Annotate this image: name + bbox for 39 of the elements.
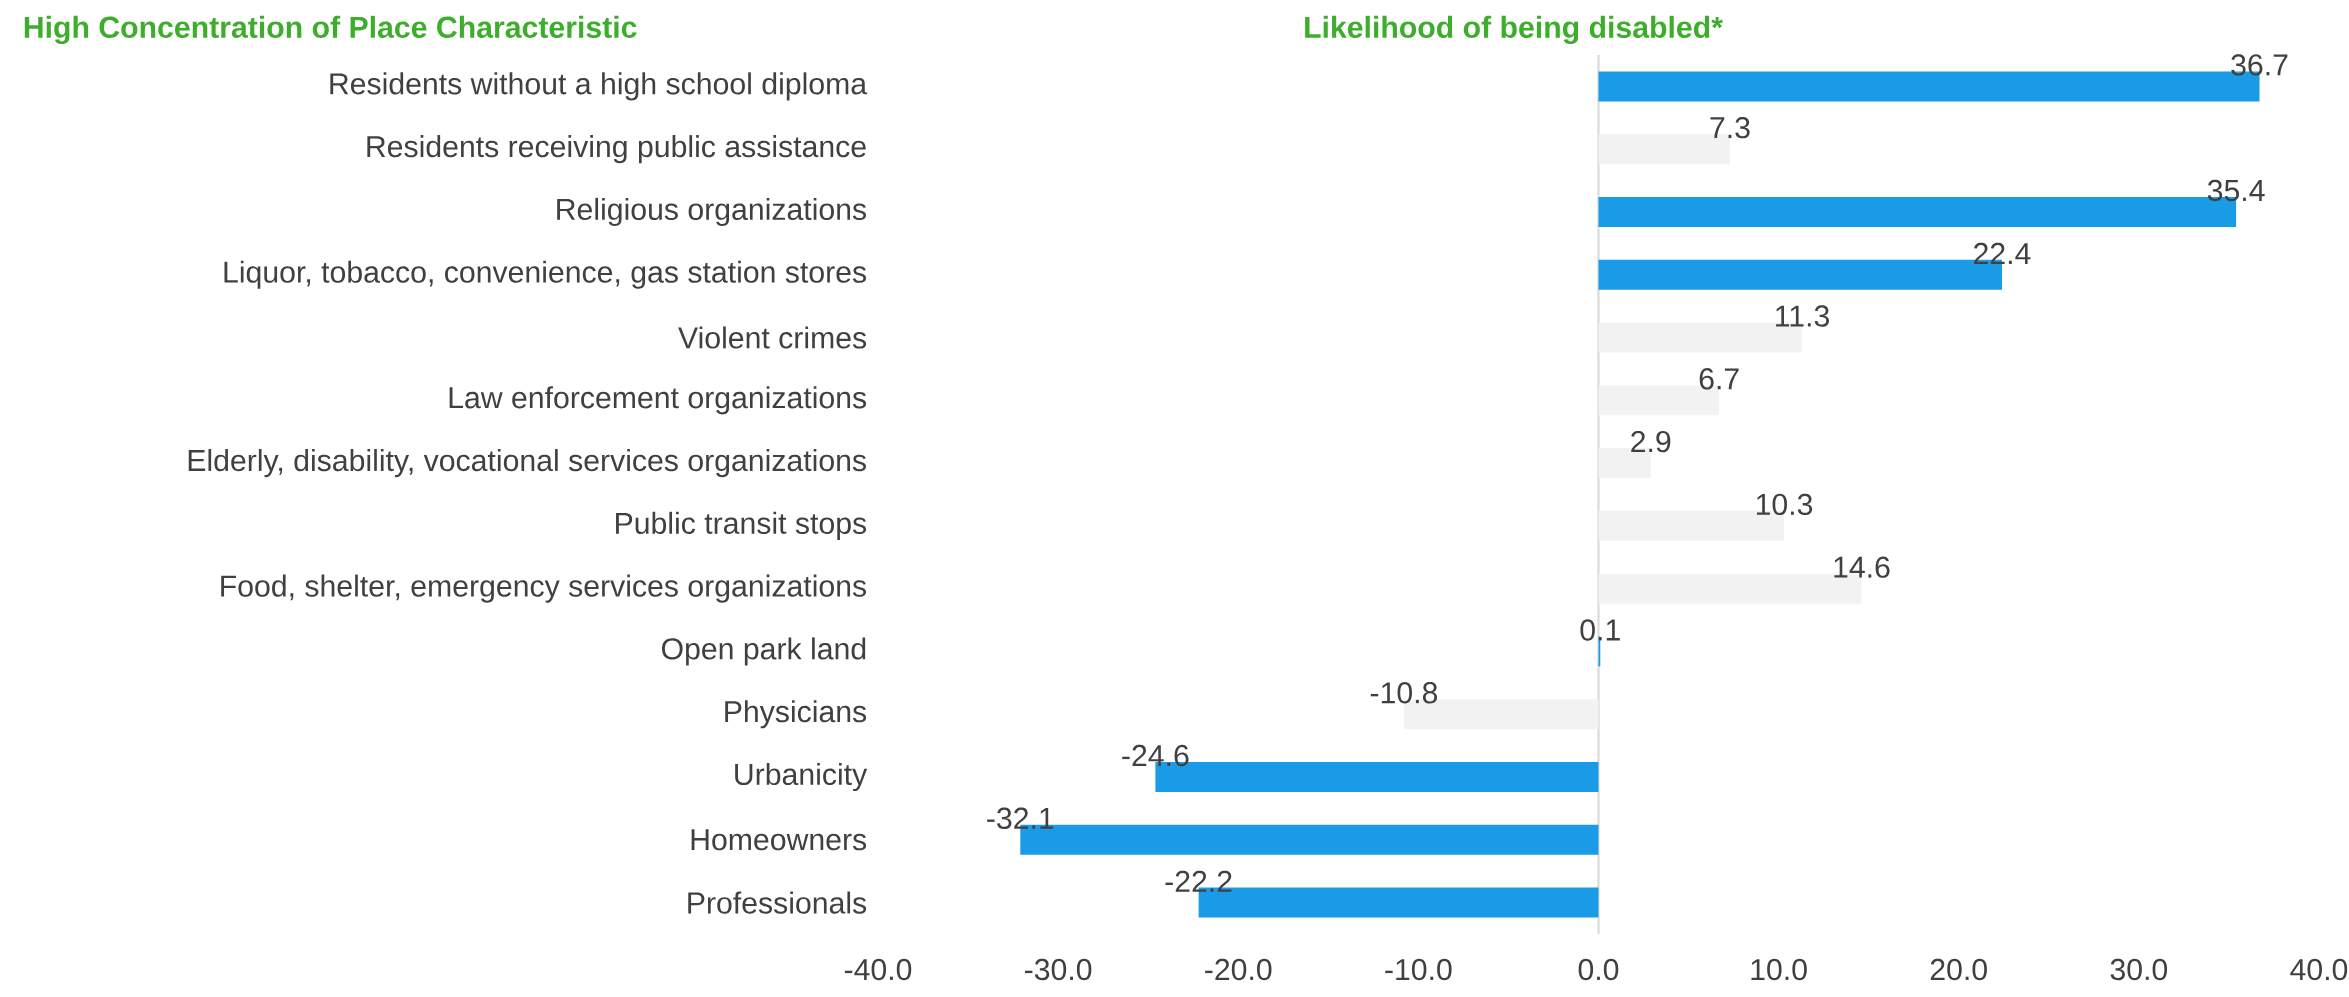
y-tick-label: Law enforcement organizations	[449, 386, 867, 415]
x-tick-label: -30.0	[1025, 958, 1092, 981]
chart-title: Likelihood of being disabled*	[1305, 15, 1723, 45]
data-label: 11.3	[1776, 305, 1829, 327]
x-tick-label: 0.0	[1578, 958, 1619, 981]
data-label: 0.1	[1580, 619, 1620, 641]
x-tick-label: 20.0	[1930, 958, 1987, 981]
data-label: 6.7	[1699, 368, 1739, 390]
data-label: -10.8	[1370, 682, 1438, 704]
y-tick-label: Violent crimes	[678, 326, 867, 349]
y-tick-label: Residents without a high school diploma	[330, 72, 868, 101]
x-tick-label: 40.0	[2290, 958, 2348, 981]
y-tick-label: Open park land	[661, 637, 866, 666]
data-label: -24.6	[1122, 744, 1189, 767]
data-label: 2.9	[1631, 430, 1671, 453]
y-tick-label: Physicians	[725, 700, 867, 729]
data-label: 14.6	[1834, 556, 1890, 578]
data-label: 35.4	[2207, 179, 2265, 202]
data-label: 22.4	[1974, 242, 2031, 264]
x-tick-label: -20.0	[1205, 958, 1272, 981]
x-tick-label: 10.0	[1751, 958, 1807, 981]
y-tick-label: Homeowners	[691, 829, 867, 851]
y-tick-label: Elderly, disability, vocational services organizations	[188, 449, 866, 478]
y-tick-label: Residents receiving public assistance	[367, 135, 866, 164]
y-tick-label: Public transit stops	[616, 511, 867, 540]
x-tick-label: -40.0	[844, 958, 912, 981]
y-tick-label: Urbanicity	[735, 762, 868, 792]
x-tick-label: 30.0	[2110, 958, 2168, 981]
y-tick-label: Religious organizations	[557, 197, 867, 227]
y-axis-title: High Concentration of Place Characteristic	[24, 15, 637, 45]
data-label: -22.2	[1165, 870, 1232, 892]
y-tick-label: Professionals	[688, 891, 867, 914]
data-label: -32.1	[987, 807, 1054, 830]
y-tick-label: Food, shelter, emergency services organizations	[221, 574, 867, 603]
data-label: 10.3	[1756, 493, 1813, 516]
data-label: 7.3	[1710, 117, 1750, 139]
data-label: 36.7	[2231, 54, 2288, 76]
x-tick-label: -10.0	[1385, 958, 1452, 981]
y-tick-label: Liquor, tobacco, convenience, gas station stores	[224, 260, 866, 289]
